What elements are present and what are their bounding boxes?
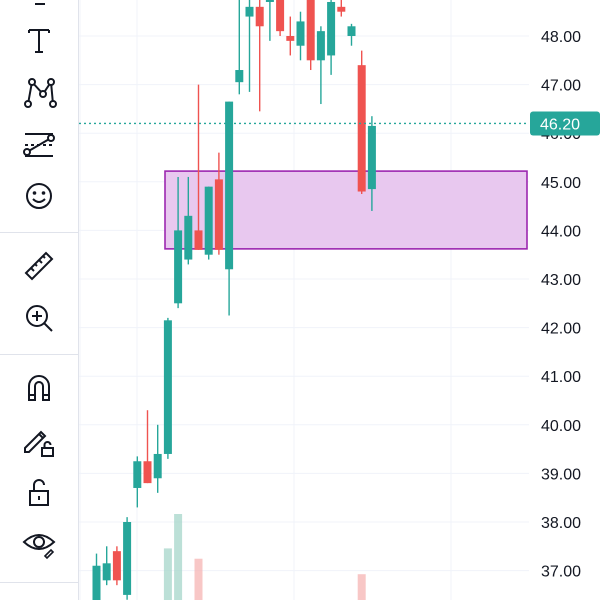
candle-body <box>194 230 203 250</box>
magnet-tool-icon[interactable] <box>14 366 64 410</box>
price-axis[interactable]: 37.00 38.00 39.00 40.00 41.00 42.00 43.00 44.00… <box>541 29 581 581</box>
lock-drawings-icon[interactable] <box>14 418 64 462</box>
candle-body <box>102 563 111 581</box>
ruler-tool-icon[interactable] <box>14 244 64 288</box>
price-tick-label: 41.00 <box>541 369 581 386</box>
candle-body <box>225 101 234 270</box>
candle-body <box>245 6 254 17</box>
price-tick-label: 39.00 <box>541 466 581 483</box>
lock-all-icon[interactable] <box>14 470 64 514</box>
volume-bar <box>174 514 183 600</box>
price-tick-label: 45.00 <box>541 175 581 192</box>
zoom-in-tool-icon[interactable] <box>14 296 64 340</box>
text-tool-icon[interactable] <box>14 18 64 62</box>
candle-body <box>92 565 101 600</box>
candle-body <box>327 1 336 56</box>
volume-bar <box>357 574 366 600</box>
candle-body <box>337 6 346 12</box>
candle-body <box>153 453 162 479</box>
candle-body <box>265 0 274 2</box>
candle-body <box>133 461 142 488</box>
emoji-tool-icon[interactable] <box>14 174 64 218</box>
pattern-tool-icon[interactable] <box>14 70 64 114</box>
candle-body <box>214 179 223 250</box>
candle-body <box>235 70 244 83</box>
candle-body <box>286 36 295 41</box>
drawing-toolbar <box>0 0 79 600</box>
candle-body <box>316 31 325 61</box>
price-tick-label: 43.00 <box>541 272 581 289</box>
price-tick-label: 47.00 <box>541 78 581 95</box>
price-tick-label: 48.00 <box>541 29 581 46</box>
candle-body <box>296 21 305 46</box>
candles <box>92 0 376 600</box>
candle-body <box>306 0 315 61</box>
candle-body <box>347 26 356 36</box>
volume-bar <box>194 558 203 600</box>
candle-body <box>163 320 172 454</box>
candle-body <box>357 65 366 192</box>
price-tick-label: 37.00 <box>541 564 581 581</box>
candle-body <box>367 125 376 190</box>
last-price-value: 46.20 <box>540 116 580 133</box>
price-tick-label: 44.00 <box>541 223 581 240</box>
partial-tool-icon[interactable] <box>14 0 64 18</box>
volume-bars <box>163 514 366 600</box>
candle-body <box>174 230 183 304</box>
price-tick-label: 40.00 <box>541 418 581 435</box>
forecast-tool-icon[interactable] <box>14 122 64 166</box>
candlestick-chart[interactable]: 37.00 38.00 39.00 40.00 41.00 42.00 43.00 44.00… <box>79 0 600 600</box>
hide-drawings-icon[interactable] <box>14 520 64 564</box>
candle-body <box>112 551 121 581</box>
last-price-label: 46.20 <box>530 111 600 136</box>
volume-bar <box>163 548 172 600</box>
toolbar-divider <box>0 232 78 233</box>
candle-body <box>184 215 193 260</box>
candle-body <box>204 186 213 255</box>
toolbar-divider <box>0 582 78 583</box>
candle-body <box>276 0 285 32</box>
price-tick-label: 38.00 <box>541 515 581 532</box>
candle-body <box>255 6 264 27</box>
toolbar-divider <box>0 354 78 355</box>
candle-body <box>123 522 132 595</box>
price-tick-label: 42.00 <box>541 321 581 338</box>
chart-grid <box>79 0 529 600</box>
candle-body <box>143 461 152 484</box>
